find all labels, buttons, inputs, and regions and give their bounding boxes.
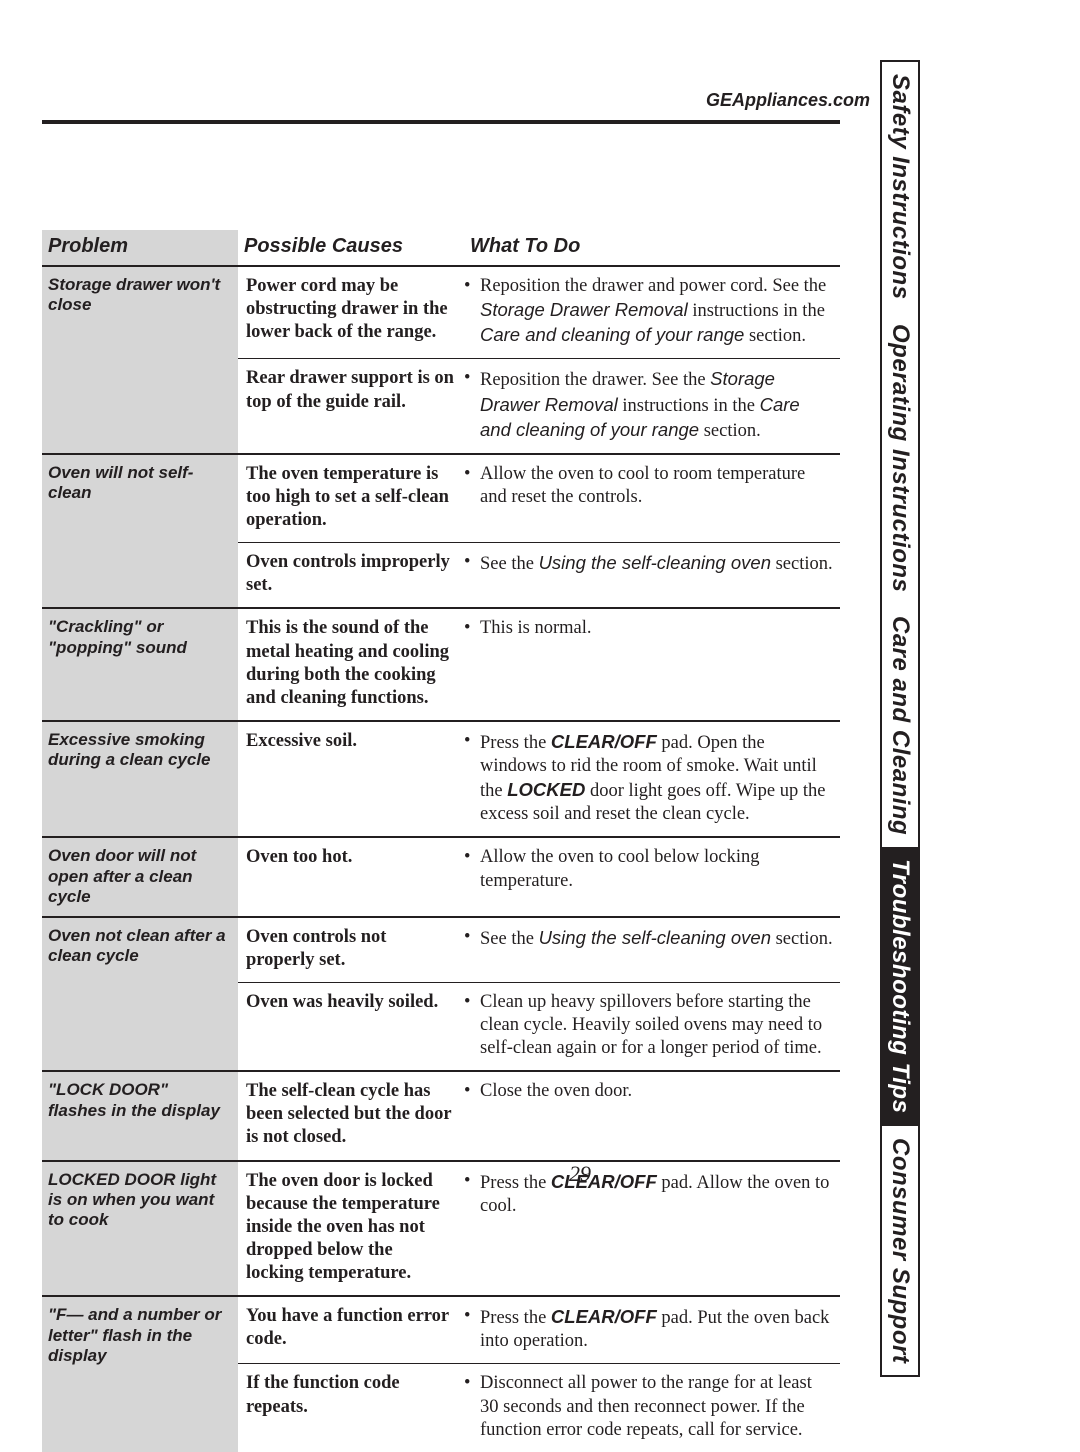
- bullet-icon: •: [464, 1305, 480, 1353]
- cause-todo-row: If the function code repeats.•Disconnect…: [238, 1364, 840, 1451]
- cause-todo-row: Rear drawer support is on top of the gui…: [238, 359, 840, 452]
- cause-todo-row: You have a function error code.•Press th…: [238, 1297, 840, 1364]
- todo-cell: •See the Using the self-cleaning oven se…: [464, 926, 840, 972]
- cause-todo-row: Power cord may be obstructing drawer in …: [238, 267, 840, 359]
- cause-todo-row: Oven too hot.•Allow the oven to cool bel…: [238, 838, 840, 902]
- cause-cell: Oven too hot.: [238, 846, 464, 892]
- cause-cell: The self-clean cycle has been selected b…: [238, 1080, 464, 1149]
- bullet-icon: •: [464, 551, 480, 576]
- problem-cell: Oven not clean after a clean cycle: [42, 918, 238, 1071]
- todo-text: Reposition the drawer. See the Storage D…: [480, 367, 834, 442]
- cause-todo-row: Excessive soil.•Press the CLEAR/OFF pad.…: [238, 722, 840, 837]
- cause-todo-row: Oven controls improperly set.•See the Us…: [238, 543, 840, 607]
- cause-cell: Power cord may be obstructing drawer in …: [238, 275, 464, 348]
- cause-cell: Oven controls not properly set.: [238, 926, 464, 972]
- todo-cell: •Press the CLEAR/OFF pad. Open the windo…: [464, 730, 840, 827]
- todo-text: Disconnect all power to the range for at…: [480, 1372, 834, 1441]
- table-row: "Crackling" or "popping" soundThis is th…: [42, 609, 840, 722]
- manual-page: GEAppliances.com Safety InstructionsOper…: [0, 0, 1080, 1397]
- todo-cell: •Disconnect all power to the range for a…: [464, 1372, 840, 1441]
- todo-text: See the Using the self-cleaning oven sec…: [480, 551, 834, 576]
- table-row: Oven door will not open after a clean cy…: [42, 838, 840, 917]
- problem-cell: Excessive smoking during a clean cycle: [42, 722, 238, 837]
- col-header-todo: What To Do: [464, 230, 840, 267]
- cause-cell: Oven controls improperly set.: [238, 551, 464, 597]
- bullet-icon: •: [464, 846, 480, 892]
- todo-cell: •See the Using the self-cleaning oven se…: [464, 551, 840, 597]
- cause-cell: Rear drawer support is on top of the gui…: [238, 367, 464, 442]
- todo-text: Clean up heavy spillovers before startin…: [480, 991, 834, 1060]
- cause-cell: The oven temperature is too high to set …: [238, 463, 464, 532]
- col-header-cause: Possible Causes: [238, 230, 464, 267]
- bullet-icon: •: [464, 367, 480, 442]
- bullet-icon: •: [464, 1372, 480, 1441]
- top-rule: [42, 120, 840, 124]
- problem-cell: Oven door will not open after a clean cy…: [42, 838, 238, 915]
- section-tab[interactable]: Safety Instructions: [880, 60, 920, 312]
- page-number: 29: [40, 1161, 1080, 1187]
- bullet-icon: •: [464, 275, 480, 348]
- todo-text: Reposition the drawer and power cord. Se…: [480, 275, 834, 348]
- todo-text: Press the CLEAR/OFF pad. Put the oven ba…: [480, 1305, 834, 1353]
- bullet-icon: •: [464, 463, 480, 509]
- todo-text: Allow the oven to cool below locking tem…: [480, 846, 834, 892]
- cause-todo-row: The oven temperature is too high to set …: [238, 455, 840, 543]
- table-row: Excessive smoking during a clean cycleEx…: [42, 722, 840, 839]
- troubleshooting-table: Problem Possible Causes What To Do Stora…: [42, 230, 840, 1452]
- table-row: "LOCK DOOR" flashes in the displayThe se…: [42, 1072, 840, 1161]
- cause-todo-row: Oven was heavily soiled.•Clean up heavy …: [238, 983, 840, 1070]
- todo-cell: •Allow the oven to cool to room temperat…: [464, 463, 840, 532]
- table-row: Oven not clean after a clean cycleOven c…: [42, 918, 840, 1073]
- todo-cell: •Reposition the drawer. See the Storage …: [464, 367, 840, 442]
- todo-text: This is normal.: [480, 617, 834, 640]
- problem-cell: Storage drawer won't close: [42, 267, 238, 453]
- problem-cell: Oven will not self-clean: [42, 455, 238, 608]
- todo-cell: •Allow the oven to cool below locking te…: [464, 846, 840, 892]
- section-tab[interactable]: Care and Cleaning: [880, 604, 920, 847]
- table-row: Oven will not self-cleanThe oven tempera…: [42, 455, 840, 610]
- bullet-icon: •: [464, 1080, 480, 1103]
- problem-cell: "F— and a number or letter" flash in the…: [42, 1297, 238, 1452]
- todo-cell: •Reposition the drawer and power cord. S…: [464, 275, 840, 348]
- todo-cell: •Press the CLEAR/OFF pad. Put the oven b…: [464, 1305, 840, 1353]
- todo-cell: •This is normal.: [464, 617, 840, 710]
- cause-cell: This is the sound of the metal heating a…: [238, 617, 464, 710]
- bullet-icon: •: [464, 926, 480, 951]
- cause-cell: Oven was heavily soiled.: [238, 991, 464, 1060]
- cause-cell: You have a function error code.: [238, 1305, 464, 1353]
- todo-text: Press the CLEAR/OFF pad. Open the window…: [480, 730, 834, 827]
- bullet-icon: •: [464, 730, 480, 827]
- cause-todo-row: The self-clean cycle has been selected b…: [238, 1072, 840, 1159]
- todo-cell: •Close the oven door.: [464, 1080, 840, 1149]
- bullet-icon: •: [464, 991, 480, 1060]
- cause-cell: If the function code repeats.: [238, 1372, 464, 1441]
- cause-cell: Excessive soil.: [238, 730, 464, 827]
- todo-cell: •Clean up heavy spillovers before starti…: [464, 991, 840, 1060]
- section-tab[interactable]: Operating Instructions: [880, 312, 920, 604]
- cause-todo-row: This is the sound of the metal heating a…: [238, 609, 840, 720]
- todo-text: Allow the oven to cool to room temperatu…: [480, 463, 834, 509]
- col-header-problem: Problem: [42, 230, 238, 267]
- table-row: Storage drawer won't closePower cord may…: [42, 267, 840, 455]
- problem-cell: "LOCK DOOR" flashes in the display: [42, 1072, 238, 1159]
- todo-text: See the Using the self-cleaning oven sec…: [480, 926, 834, 951]
- problem-cell: "Crackling" or "popping" sound: [42, 609, 238, 720]
- todo-text: Close the oven door.: [480, 1080, 834, 1103]
- bullet-icon: •: [464, 617, 480, 640]
- cause-todo-row: Oven controls not properly set.•See the …: [238, 918, 840, 983]
- site-url: GEAppliances.com: [706, 90, 870, 111]
- section-tab[interactable]: Troubleshooting Tips: [880, 847, 920, 1125]
- table-row: "F— and a number or letter" flash in the…: [42, 1297, 840, 1452]
